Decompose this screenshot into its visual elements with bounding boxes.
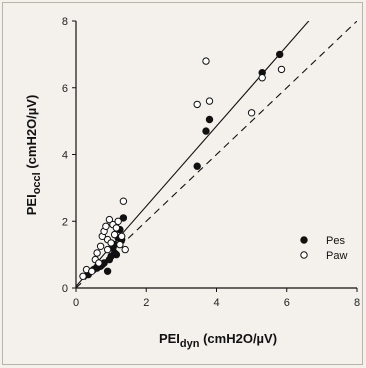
point-paw	[105, 215, 114, 224]
y-tick-label: 2	[62, 216, 68, 228]
identity-line	[76, 21, 357, 288]
y-tick-label: 6	[62, 83, 68, 95]
point-pes	[193, 162, 201, 170]
series-paw	[79, 57, 286, 280]
x-tick-label: 8	[354, 297, 360, 309]
point-paw	[277, 65, 286, 74]
point-paw	[193, 100, 201, 109]
point-paw	[103, 245, 112, 254]
point-paw	[247, 109, 256, 117]
point-paw	[112, 224, 121, 232]
point-pes	[119, 214, 128, 222]
chart-frame	[2, 2, 363, 365]
x-axis-label: PEIdyn (cmH2O/µV)	[159, 331, 277, 350]
point-paw	[205, 97, 214, 105]
point-pes	[205, 115, 214, 124]
point-paw	[88, 267, 96, 275]
legend: Pes Paw	[300, 235, 347, 262]
x-tick-label: 2	[143, 297, 149, 309]
point-paw	[110, 230, 119, 239]
point-paw	[119, 197, 128, 205]
data-points	[79, 50, 286, 280]
point-paw	[121, 245, 129, 254]
legend-label-pes: Pes	[326, 235, 345, 247]
legend-label-paw: Paw	[326, 250, 347, 262]
tick-labels: 0 2 4 6 8 0 2 4 6 8	[62, 16, 360, 309]
y-axis-label: PEIoccl (cmH2O/µV)	[24, 95, 43, 216]
legend-marker-paw	[300, 251, 308, 259]
y-tick-label: 8	[62, 16, 68, 28]
point-paw	[93, 249, 101, 257]
legend-marker-pes	[300, 236, 308, 244]
x-tick-label: 0	[73, 297, 79, 309]
point-pes	[103, 267, 112, 275]
point-pes	[276, 50, 284, 59]
point-paw	[107, 239, 115, 247]
point-paw	[96, 242, 105, 251]
point-paw	[258, 74, 266, 82]
point-paw	[116, 240, 124, 249]
point-paw	[102, 222, 110, 231]
axes	[72, 20, 358, 292]
x-tick-label: 6	[284, 297, 290, 309]
x-tick-label: 4	[213, 297, 219, 309]
point-paw	[114, 217, 122, 226]
y-tick-label: 4	[62, 150, 68, 162]
point-paw	[202, 57, 210, 65]
series-pes	[84, 50, 284, 279]
point-pes	[110, 249, 119, 257]
point-pes	[202, 127, 210, 135]
point-paw	[95, 259, 103, 267]
point-paw	[118, 232, 126, 241]
y-tick-label: 0	[62, 283, 68, 295]
point-paw	[79, 272, 87, 280]
